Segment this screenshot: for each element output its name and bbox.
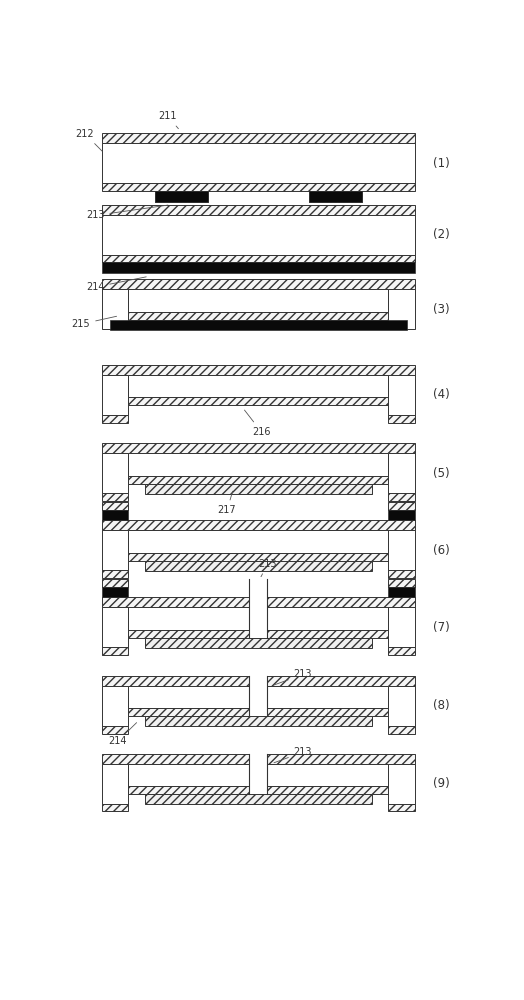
Bar bbox=[102, 676, 415, 686]
Bar bbox=[388, 587, 415, 597]
Bar bbox=[249, 577, 267, 638]
Bar bbox=[102, 255, 415, 262]
Bar bbox=[102, 607, 128, 647]
Bar bbox=[128, 453, 388, 476]
Bar bbox=[102, 279, 415, 289]
Bar bbox=[128, 607, 388, 630]
Bar bbox=[388, 607, 415, 647]
Bar bbox=[145, 716, 372, 726]
Bar bbox=[102, 579, 128, 587]
Bar bbox=[128, 553, 388, 561]
Bar bbox=[128, 375, 388, 397]
Text: (3): (3) bbox=[433, 303, 450, 316]
Bar bbox=[388, 375, 415, 415]
Bar bbox=[102, 415, 128, 423]
Text: 211: 211 bbox=[158, 111, 178, 129]
Bar bbox=[128, 786, 388, 794]
Bar bbox=[145, 794, 372, 804]
Bar bbox=[102, 375, 128, 415]
Text: 213: 213 bbox=[258, 559, 277, 580]
Bar bbox=[388, 579, 415, 587]
Text: (9): (9) bbox=[433, 777, 450, 790]
Bar bbox=[102, 520, 415, 530]
Bar bbox=[128, 312, 388, 320]
Bar bbox=[102, 804, 128, 811]
Bar bbox=[249, 752, 267, 794]
Text: (2): (2) bbox=[433, 228, 450, 241]
Bar bbox=[145, 561, 372, 571]
Bar bbox=[388, 804, 415, 811]
Bar bbox=[128, 708, 388, 716]
Bar bbox=[155, 191, 208, 202]
Bar bbox=[388, 453, 415, 493]
Bar bbox=[388, 647, 415, 655]
Text: (1): (1) bbox=[433, 157, 450, 170]
Bar bbox=[102, 570, 128, 578]
Bar bbox=[128, 686, 388, 708]
Text: 214: 214 bbox=[86, 277, 146, 292]
Bar bbox=[388, 415, 415, 423]
Bar bbox=[128, 476, 388, 484]
Bar bbox=[388, 289, 415, 329]
Bar bbox=[102, 133, 415, 143]
Bar bbox=[388, 764, 415, 804]
Bar bbox=[388, 726, 415, 734]
Bar bbox=[388, 570, 415, 578]
Bar bbox=[102, 510, 128, 520]
Bar bbox=[128, 530, 388, 553]
Text: 213: 213 bbox=[86, 205, 168, 220]
Bar bbox=[102, 764, 128, 804]
Bar bbox=[102, 493, 128, 501]
Bar bbox=[128, 289, 388, 312]
Bar bbox=[110, 320, 407, 330]
Bar bbox=[102, 365, 415, 375]
Bar bbox=[102, 686, 128, 726]
Bar bbox=[102, 530, 128, 570]
Bar bbox=[309, 191, 362, 202]
Bar bbox=[388, 686, 415, 726]
Bar bbox=[388, 510, 415, 520]
Bar bbox=[102, 597, 415, 607]
Bar bbox=[155, 191, 208, 202]
Bar bbox=[128, 630, 388, 638]
Bar bbox=[102, 262, 415, 273]
Bar bbox=[102, 726, 128, 734]
Text: (4): (4) bbox=[433, 388, 450, 401]
Text: 214: 214 bbox=[108, 723, 137, 746]
Text: 213: 213 bbox=[274, 669, 312, 685]
Text: 212: 212 bbox=[75, 129, 102, 151]
Bar bbox=[128, 397, 388, 405]
Bar bbox=[102, 143, 415, 183]
Text: 216: 216 bbox=[245, 410, 270, 437]
Bar bbox=[102, 587, 128, 597]
Text: 215: 215 bbox=[72, 316, 117, 329]
Text: 217: 217 bbox=[218, 491, 236, 515]
Bar bbox=[102, 443, 415, 453]
Bar bbox=[102, 215, 415, 255]
Text: (8): (8) bbox=[433, 699, 450, 712]
Bar bbox=[102, 502, 128, 510]
Bar bbox=[309, 191, 362, 202]
Bar bbox=[388, 502, 415, 510]
Bar bbox=[388, 530, 415, 570]
Bar bbox=[128, 764, 388, 786]
Bar bbox=[249, 674, 267, 716]
Bar bbox=[388, 493, 415, 501]
Text: (5): (5) bbox=[433, 467, 450, 480]
Bar bbox=[102, 183, 415, 191]
Text: (6): (6) bbox=[433, 544, 450, 557]
Text: 213: 213 bbox=[274, 747, 312, 763]
Bar bbox=[145, 638, 372, 648]
Bar bbox=[102, 205, 415, 215]
Text: (7): (7) bbox=[433, 621, 450, 634]
Bar bbox=[102, 289, 128, 329]
Bar bbox=[145, 484, 372, 494]
Bar bbox=[102, 754, 415, 764]
Bar bbox=[102, 647, 128, 655]
Bar bbox=[102, 453, 128, 493]
